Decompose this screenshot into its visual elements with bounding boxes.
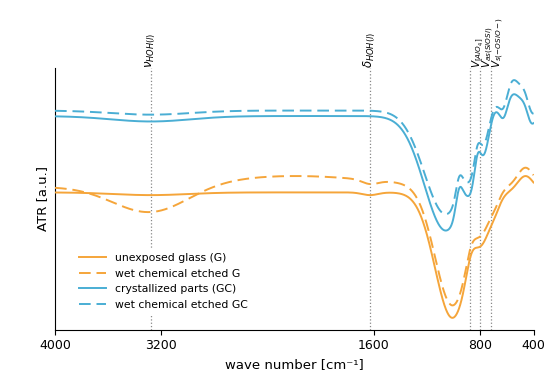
Y-axis label: ATR [a.u.]: ATR [a.u.] bbox=[36, 166, 50, 232]
Legend: unexposed glass (G), wet chemical etched G, crystallized parts (GC), wet chemica: unexposed glass (G), wet chemical etched… bbox=[75, 249, 252, 314]
Text: $V_{as(SiOSi)}$: $V_{as(SiOSi)}$ bbox=[480, 27, 496, 68]
Text: $\nu_{HOH(l)}$: $\nu_{HOH(l)}$ bbox=[144, 33, 158, 68]
Text: $\delta_{HOH(l)}$: $\delta_{HOH(l)}$ bbox=[362, 32, 378, 68]
X-axis label: wave number [cm⁻¹]: wave number [cm⁻¹] bbox=[225, 358, 364, 371]
Text: $V_{[AlO_4]}$: $V_{[AlO_4]}$ bbox=[470, 38, 486, 68]
Text: $V_{s(-OSiO-)}$: $V_{s(-OSiO-)}$ bbox=[491, 17, 507, 68]
